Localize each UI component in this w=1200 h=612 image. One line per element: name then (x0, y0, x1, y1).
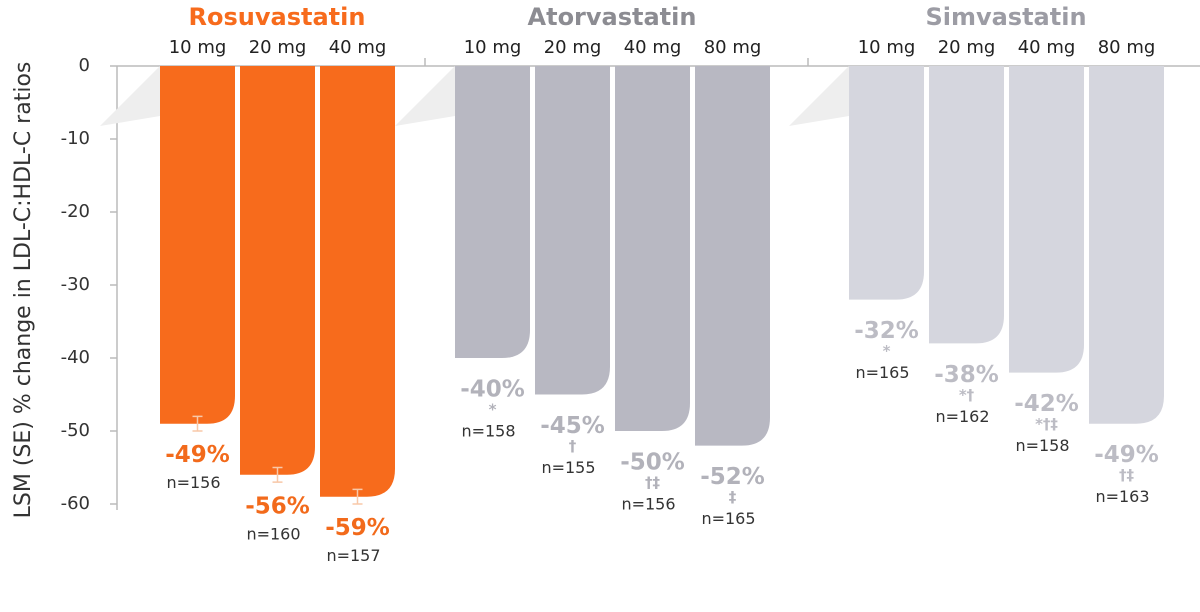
group-title: Simvastatin (925, 3, 1086, 31)
value-label: -42% (1014, 391, 1079, 417)
n-label: n=165 (855, 363, 909, 382)
bar (320, 66, 395, 497)
y-axis-label: LSM (SE) % change in LDL-C:HDL-C ratios (11, 62, 36, 519)
significance-symbol: *† (959, 386, 975, 404)
significance-symbol: †‡ (645, 474, 661, 492)
significance-symbol: *†‡ (1035, 415, 1058, 433)
x-tick-label: 40 mg (1018, 37, 1076, 58)
group-title: Rosuvastatin (189, 3, 366, 31)
bar (849, 66, 924, 300)
error-bar (272, 466, 283, 483)
n-label: n=156 (166, 473, 220, 492)
n-label: n=158 (461, 422, 515, 441)
bar (455, 66, 530, 358)
y-tick-label: -20 (61, 201, 90, 222)
value-label: -59% (325, 515, 390, 541)
value-label: -38% (934, 362, 999, 388)
bar (615, 66, 690, 431)
value-label: -32% (854, 318, 919, 344)
value-label: -49% (1094, 442, 1159, 468)
n-label: n=156 (621, 495, 675, 514)
bar (695, 66, 770, 446)
n-label: n=155 (541, 458, 595, 477)
bar (160, 66, 235, 424)
x-tick-label: 40 mg (624, 37, 682, 58)
x-tick-label: 80 mg (1098, 37, 1156, 58)
value-label: -52% (700, 464, 765, 490)
group-title: Atorvastatin (528, 3, 697, 31)
x-tick-label: 10 mg (169, 37, 227, 58)
significance-symbol: † (569, 437, 577, 455)
y-tick-label: 0 (79, 55, 90, 76)
bar (240, 66, 315, 475)
group-shadow (100, 66, 160, 126)
value-label: -50% (620, 450, 685, 476)
n-label: n=165 (701, 509, 755, 528)
n-label: n=157 (326, 546, 380, 565)
significance-symbol: ‡ (729, 488, 737, 506)
y-tick-label: -40 (61, 347, 90, 368)
group-shadow (789, 66, 849, 126)
significance-symbol: * (489, 401, 497, 419)
x-tick-label: 20 mg (544, 37, 602, 58)
bar (1089, 66, 1164, 424)
n-label: n=163 (1095, 487, 1149, 506)
bar (535, 66, 610, 395)
n-label: n=158 (1015, 436, 1069, 455)
error-bar (192, 415, 203, 432)
x-tick-label: 20 mg (249, 37, 307, 58)
significance-symbol: †‡ (1119, 466, 1135, 484)
y-tick-label: -10 (61, 128, 90, 149)
significance-symbol: * (883, 342, 891, 360)
value-label: -56% (245, 493, 310, 519)
bar (929, 66, 1004, 344)
error-bar (352, 488, 363, 505)
bar (1009, 66, 1084, 373)
x-tick-label: 10 mg (464, 37, 522, 58)
y-tick-label: -50 (61, 420, 90, 441)
n-label: n=162 (935, 407, 989, 426)
group-shadow (395, 66, 455, 126)
x-tick-label: 10 mg (858, 37, 916, 58)
x-tick-label: 40 mg (329, 37, 387, 58)
y-tick-label: -60 (61, 493, 90, 514)
y-tick-label: -30 (61, 274, 90, 295)
value-label: -40% (460, 377, 525, 403)
n-label: n=160 (246, 524, 300, 543)
value-label: -45% (540, 413, 605, 439)
value-label: -49% (165, 442, 230, 468)
x-tick-label: 80 mg (704, 37, 762, 58)
x-tick-label: 20 mg (938, 37, 996, 58)
